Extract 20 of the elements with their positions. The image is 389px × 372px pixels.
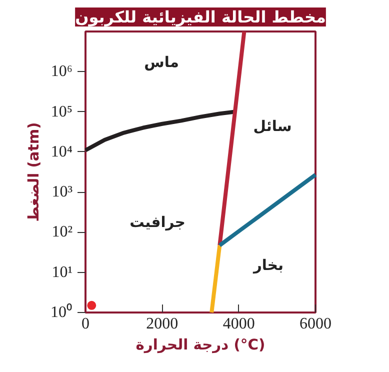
annotation: بخار [252, 257, 284, 274]
x-tick-label: 4000 [222, 316, 255, 332]
y-tick-label: 10³ [52, 184, 73, 201]
x-tick-label: 0 [82, 316, 90, 332]
y-tick-label: 10⁵ [50, 103, 72, 120]
y-axis-title: الضغط (atm) [26, 122, 42, 222]
x-tick-label: 6000 [300, 316, 332, 332]
chart-title: مخطط الحالة الفيزيائية للكربون [75, 8, 326, 26]
y-tick-label: 10⁰ [50, 303, 72, 321]
annotation: جرافيت [130, 214, 186, 231]
annotation: ماس [144, 54, 179, 71]
y-tick-label: 10⁶ [50, 63, 72, 80]
line-series [218, 172, 318, 248]
annotation: سائل [253, 118, 292, 135]
x-tick-label: 2000 [146, 316, 178, 332]
line-series [218, 30, 246, 248]
y-tick-label: 10¹ [52, 264, 73, 281]
x-axis-title: درجة الحرارة (°C) [136, 336, 266, 354]
y-tick-label: 10⁴ [50, 143, 73, 160]
y-tick-label: 10² [52, 224, 73, 241]
